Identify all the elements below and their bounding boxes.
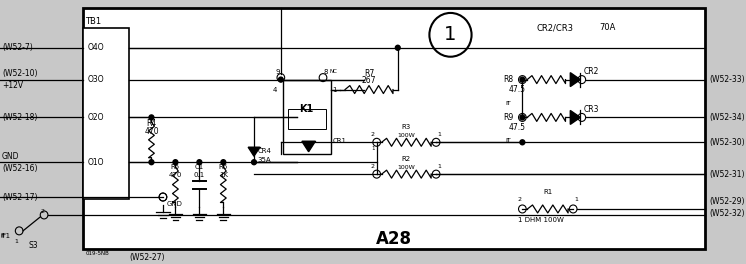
Polygon shape <box>570 73 580 87</box>
Text: CR2: CR2 <box>583 67 599 76</box>
Text: rr: rr <box>505 137 511 143</box>
Text: R5: R5 <box>171 164 180 170</box>
Circle shape <box>520 77 524 82</box>
Bar <box>287 110 326 129</box>
Text: S3: S3 <box>29 241 38 250</box>
Circle shape <box>395 45 400 50</box>
Text: (W52-27): (W52-27) <box>129 253 165 262</box>
Text: 267: 267 <box>362 76 376 84</box>
Text: 019-5NB: 019-5NB <box>85 251 109 256</box>
Text: O3O: O3O <box>87 75 104 84</box>
Text: CR4: CR4 <box>258 148 272 154</box>
Text: 2: 2 <box>371 164 375 169</box>
Text: R6: R6 <box>219 164 228 170</box>
Text: (W52-31): (W52-31) <box>709 170 745 179</box>
Text: C1: C1 <box>195 164 204 170</box>
Text: (W52-7): (W52-7) <box>2 43 33 52</box>
Text: (W52-16): (W52-16) <box>2 164 37 173</box>
Text: R1: R1 <box>543 189 552 195</box>
Bar <box>84 8 706 249</box>
Text: (W52-17): (W52-17) <box>2 192 37 201</box>
Text: NC: NC <box>330 69 338 74</box>
Text: O2O: O2O <box>87 113 104 122</box>
Text: 70A: 70A <box>599 23 615 32</box>
Circle shape <box>149 115 154 120</box>
Text: 470: 470 <box>169 172 182 178</box>
Bar <box>283 80 330 154</box>
Text: K1: K1 <box>300 104 314 114</box>
Text: (W52-33): (W52-33) <box>709 75 745 84</box>
Text: 470: 470 <box>144 127 159 136</box>
Text: 47.5: 47.5 <box>509 85 526 94</box>
Circle shape <box>520 140 524 145</box>
Text: 1K: 1K <box>219 172 228 178</box>
Text: CR3: CR3 <box>583 105 599 114</box>
Text: rr: rr <box>0 232 6 238</box>
Text: 35A: 35A <box>258 157 272 163</box>
Text: 0.1: 0.1 <box>194 172 205 178</box>
Text: A28: A28 <box>377 230 413 248</box>
Text: (W52-32): (W52-32) <box>709 209 745 218</box>
Text: 1: 1 <box>445 25 457 44</box>
Circle shape <box>221 160 226 165</box>
Circle shape <box>251 160 257 165</box>
Text: 2: 2 <box>40 209 44 214</box>
Polygon shape <box>570 110 580 124</box>
Text: 8: 8 <box>324 69 328 75</box>
Text: +12V: +12V <box>2 81 23 90</box>
Text: rr: rr <box>505 100 511 106</box>
Text: 47.5: 47.5 <box>509 123 526 132</box>
Text: 2: 2 <box>371 132 375 137</box>
Circle shape <box>520 115 524 120</box>
Text: O4O: O4O <box>87 43 104 52</box>
Text: (W52-30): (W52-30) <box>709 138 745 147</box>
Text: 1: 1 <box>371 146 374 151</box>
Text: 1: 1 <box>14 239 18 244</box>
Text: (W52-34): (W52-34) <box>709 113 745 122</box>
Circle shape <box>149 160 154 165</box>
Circle shape <box>173 160 178 165</box>
Polygon shape <box>302 141 316 152</box>
Text: R8: R8 <box>504 75 513 84</box>
Text: 100W: 100W <box>398 165 416 170</box>
Text: CR1: CR1 <box>333 138 347 144</box>
Text: TB1: TB1 <box>85 17 101 26</box>
Text: R2: R2 <box>402 156 411 162</box>
Text: 1: 1 <box>574 196 578 201</box>
Text: 9: 9 <box>275 69 280 75</box>
Text: CR2/CR3: CR2/CR3 <box>537 23 574 32</box>
Bar <box>84 28 129 199</box>
Text: 4: 4 <box>273 87 278 93</box>
Text: 1: 1 <box>437 132 441 137</box>
Text: R3: R3 <box>402 124 411 130</box>
Text: O1O: O1O <box>87 158 104 167</box>
Polygon shape <box>248 147 260 156</box>
Text: 1: 1 <box>333 87 337 93</box>
Text: 2: 2 <box>518 196 521 201</box>
Text: 1: 1 <box>437 164 441 169</box>
Text: (W52-29): (W52-29) <box>709 196 745 205</box>
Circle shape <box>278 77 283 82</box>
Text: (W52-18): (W52-18) <box>2 113 37 122</box>
Text: R7: R7 <box>364 69 374 78</box>
Text: (W52-10): (W52-10) <box>2 69 37 78</box>
Text: GND: GND <box>2 152 19 161</box>
Text: 100W: 100W <box>398 133 416 138</box>
Text: R4: R4 <box>146 119 157 128</box>
Text: GND: GND <box>167 201 183 207</box>
Text: R9: R9 <box>504 113 513 122</box>
Circle shape <box>197 160 201 165</box>
Text: rr1: rr1 <box>0 233 10 239</box>
Text: 1 DHM 100W: 1 DHM 100W <box>518 217 563 223</box>
